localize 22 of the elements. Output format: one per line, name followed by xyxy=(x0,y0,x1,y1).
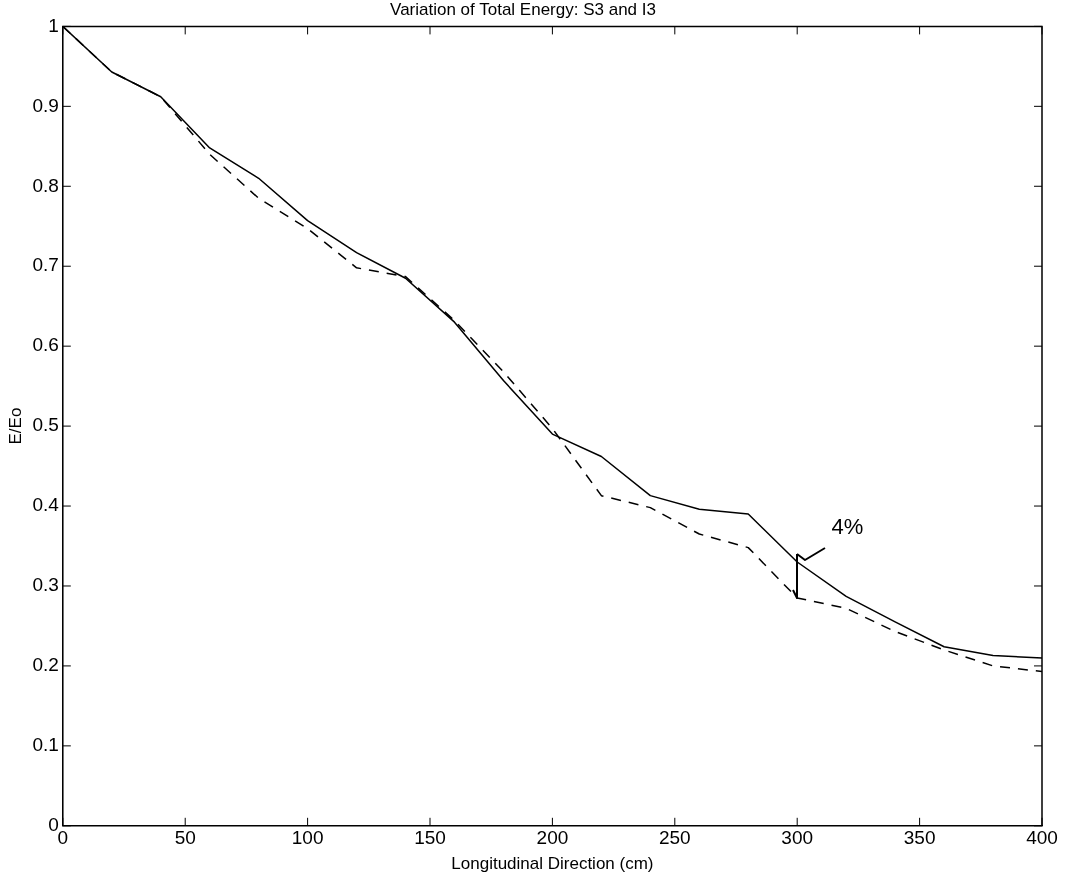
x-tick-label: 350 xyxy=(903,827,936,849)
y-tick-label: 0.2 xyxy=(32,654,59,676)
y-tick-label: 0.9 xyxy=(32,94,59,116)
y-tick-label: 0.5 xyxy=(32,414,59,436)
y-tick-label: 0.3 xyxy=(32,574,59,596)
y-tick-label: 0.8 xyxy=(32,174,59,196)
x-tick-label: 150 xyxy=(414,827,446,849)
y-tick-label: 0.4 xyxy=(32,494,60,516)
chart-title: Variation of Total Energy: S3 and I3 xyxy=(390,0,656,19)
x-tick-label: 250 xyxy=(658,827,691,849)
y-tick-label: 0.7 xyxy=(32,254,59,276)
x-axis-title: Longitudinal Direction (cm) xyxy=(451,854,654,874)
y-tick-label: 1 xyxy=(48,14,59,36)
y-axis-title: E/Eo xyxy=(5,407,25,445)
x-tick-label: 400 xyxy=(1026,827,1058,849)
annotation: 4% xyxy=(831,514,864,540)
y-tick-label: 0.1 xyxy=(32,734,59,756)
x-tick-label: 100 xyxy=(291,827,324,849)
x-tick-label: 300 xyxy=(781,827,814,849)
y-tick-label: 0.6 xyxy=(32,334,59,356)
x-tick-label: 200 xyxy=(536,827,569,849)
x-tick-label: 50 xyxy=(174,827,196,849)
